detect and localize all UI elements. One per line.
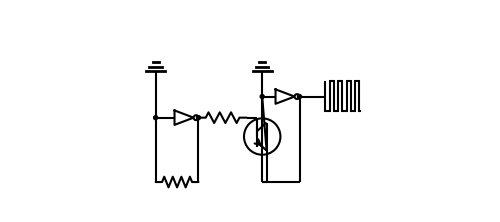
Circle shape bbox=[196, 116, 200, 120]
Circle shape bbox=[298, 95, 302, 99]
Circle shape bbox=[154, 116, 158, 120]
Circle shape bbox=[194, 115, 198, 120]
Circle shape bbox=[260, 95, 264, 99]
Circle shape bbox=[294, 94, 300, 99]
